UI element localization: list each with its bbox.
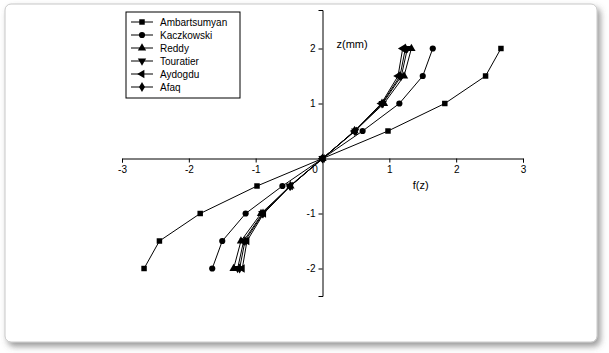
series-line bbox=[212, 49, 433, 269]
legend-entry: Aydogdu bbox=[131, 69, 199, 80]
legend-label: Reddy bbox=[160, 43, 189, 54]
x-tick-mark bbox=[523, 159, 524, 163]
legend-marker bbox=[139, 19, 144, 24]
legend-marker bbox=[138, 59, 146, 66]
legend: Ambartsumyan Kaczkowski Reddy Touratier Aydo… bbox=[126, 12, 240, 98]
series-marker bbox=[287, 181, 293, 191]
x-tick-mark bbox=[122, 159, 123, 163]
x-tick: 2 bbox=[454, 159, 460, 175]
x-tick: -3 bbox=[118, 159, 127, 175]
y-tick-mark bbox=[319, 214, 323, 215]
legend-box bbox=[126, 12, 240, 98]
legend-marker bbox=[139, 82, 145, 92]
x-tick: 1 bbox=[387, 159, 393, 175]
series-marker bbox=[402, 43, 408, 53]
series-marker bbox=[379, 98, 385, 108]
series-marker bbox=[430, 45, 436, 51]
y-tick-mark bbox=[319, 269, 323, 270]
series-marker bbox=[237, 263, 243, 273]
series-marker bbox=[209, 265, 215, 271]
series-line bbox=[242, 49, 402, 269]
series-marker bbox=[219, 238, 225, 244]
series-marker bbox=[442, 101, 447, 106]
series-marker bbox=[259, 209, 266, 217]
series-marker bbox=[396, 100, 402, 106]
series-marker bbox=[260, 208, 266, 218]
legend-entry: Reddy bbox=[131, 43, 189, 54]
legend-marker bbox=[138, 43, 146, 50]
x-tick-label: 2 bbox=[454, 164, 460, 175]
legend-label: Aydogdu bbox=[160, 69, 199, 80]
y-axis-line bbox=[319, 11, 324, 297]
y-tick: -1 bbox=[307, 208, 323, 219]
series-marker bbox=[397, 71, 403, 81]
series-marker bbox=[157, 238, 162, 243]
x-tick: -1 bbox=[252, 159, 261, 175]
legend-marker bbox=[137, 70, 144, 78]
x-tick-mark bbox=[456, 159, 457, 163]
series-marker bbox=[320, 153, 326, 163]
series-marker bbox=[483, 73, 488, 78]
x-tick: 3 bbox=[521, 159, 527, 175]
x-tick-label: 3 bbox=[521, 164, 527, 175]
y-tick-mark bbox=[319, 49, 323, 50]
series-marker bbox=[141, 266, 146, 271]
series-marker bbox=[237, 264, 244, 272]
x-tick-label: 1 bbox=[387, 164, 393, 175]
y-tick: 1 bbox=[310, 98, 323, 109]
x-tick-label: -3 bbox=[118, 164, 127, 175]
x-tick-mark bbox=[256, 159, 257, 163]
legend-entry: Ambartsumyan bbox=[131, 17, 227, 28]
series-marker bbox=[242, 237, 249, 245]
x-tick-label: -2 bbox=[185, 164, 194, 175]
series-line bbox=[234, 49, 412, 269]
x-tick-label: -1 bbox=[252, 164, 261, 175]
series-marker bbox=[242, 236, 248, 246]
series-marker bbox=[420, 73, 426, 79]
legend-marker bbox=[139, 32, 145, 38]
y-tick-label: -2 bbox=[307, 263, 316, 274]
legend-entry: Touratier bbox=[131, 56, 200, 67]
y-tick-label: 2 bbox=[310, 43, 316, 54]
legend-label: Ambartsumyan bbox=[160, 17, 227, 28]
legend-entry: Afaq bbox=[131, 82, 181, 93]
x-tick-mark bbox=[189, 159, 190, 163]
y-tick-label: 1 bbox=[310, 98, 316, 109]
legend-label: Afaq bbox=[160, 82, 181, 93]
series-marker bbox=[360, 128, 366, 134]
series-marker bbox=[498, 46, 503, 51]
series-marker bbox=[243, 210, 249, 216]
series-marker bbox=[286, 182, 293, 190]
legend-label: Kaczkowski bbox=[160, 30, 212, 41]
y-tick: -2 bbox=[307, 263, 323, 274]
legend-entry: Kaczkowski bbox=[131, 30, 212, 41]
frame bbox=[5, 4, 597, 342]
plot-area bbox=[141, 43, 503, 273]
series-marker bbox=[385, 128, 390, 133]
x-axis-title: f(z) bbox=[413, 179, 429, 191]
x-tick: -2 bbox=[185, 159, 194, 175]
series-marker bbox=[352, 126, 358, 136]
series-marker bbox=[197, 211, 202, 216]
legend-label: Touratier bbox=[160, 56, 200, 67]
chart: -3-2-10123-2-112z(mm)f(z)AmbartsumyanKac… bbox=[0, 0, 609, 353]
series-line bbox=[238, 49, 408, 269]
series-marker bbox=[279, 183, 285, 189]
y-axis-title: z(mm) bbox=[337, 38, 368, 50]
series-line bbox=[240, 49, 406, 269]
y-axis: -2 -1 1 2 bbox=[307, 11, 323, 297]
x-tick-mark bbox=[389, 159, 390, 163]
y-tick-label: -1 bbox=[307, 208, 316, 219]
y-tick-mark bbox=[319, 104, 323, 105]
y-tick: 2 bbox=[310, 43, 323, 54]
series-marker bbox=[254, 183, 259, 188]
